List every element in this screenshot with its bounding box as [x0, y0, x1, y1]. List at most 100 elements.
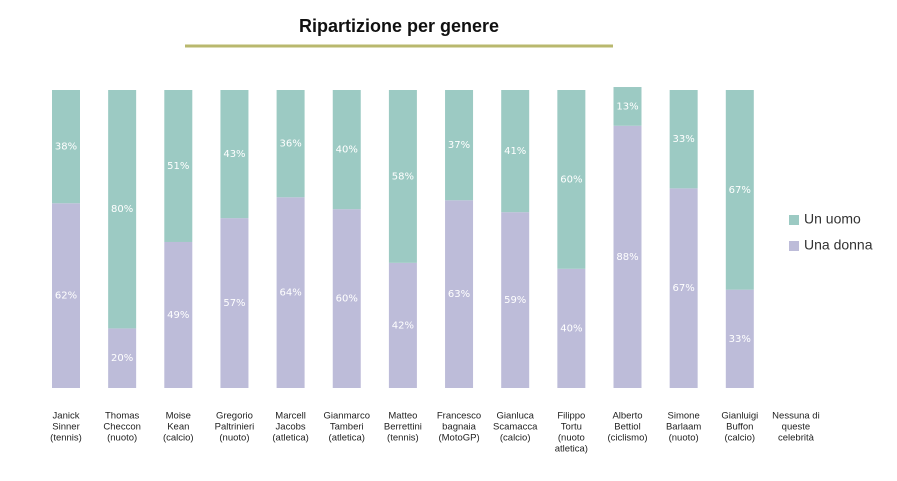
value-label: 36% — [279, 139, 301, 150]
legend-label: Un uomo — [804, 211, 861, 227]
x-tick-label: Francesco — [437, 411, 481, 422]
bar-segment — [276, 90, 305, 198]
x-tick-label: (calcio) — [163, 433, 194, 444]
bar-segment — [613, 125, 642, 388]
value-label: 57% — [223, 298, 245, 309]
x-tick-label: Nessuna di — [772, 411, 820, 422]
bar-segment — [725, 90, 754, 290]
x-tick-label: Buffon — [726, 422, 753, 433]
bar-segment — [332, 209, 361, 388]
value-label: 41% — [504, 146, 526, 157]
x-tick-label: Gregorio — [216, 411, 253, 422]
x-tick-label: Simone — [668, 411, 700, 422]
x-tick-label: Bettiol — [614, 422, 640, 433]
x-tick-label: Barlaam — [666, 422, 701, 433]
x-tick-label: Sinner — [52, 422, 79, 433]
x-tick-label: Tamberi — [330, 422, 364, 433]
legend-swatch — [789, 215, 799, 225]
value-label: 88% — [616, 252, 638, 263]
value-label: 40% — [336, 145, 358, 156]
x-tick-label: Paltrinieri — [215, 422, 255, 433]
bar-segment — [332, 90, 361, 210]
bar-segment — [52, 90, 80, 204]
x-tick-label: Thomas — [105, 411, 140, 422]
x-tick-label: (nuoto) — [219, 433, 249, 444]
value-label: 63% — [448, 289, 470, 300]
bar-segment — [501, 212, 530, 388]
value-label: 42% — [392, 320, 414, 331]
x-tick-label: (nuoto) — [107, 433, 137, 444]
x-tick-label: Gianmarco — [324, 411, 370, 422]
bar-segment — [52, 203, 80, 388]
bar-segment — [220, 90, 249, 219]
x-tick-label: Marcell — [275, 411, 306, 422]
bar-segment — [164, 241, 193, 388]
bar-segment — [108, 90, 137, 329]
value-label: 62% — [55, 291, 77, 302]
value-label: 37% — [448, 140, 470, 151]
x-tick-label: Tortu — [561, 422, 582, 433]
value-label: 40% — [560, 323, 582, 334]
x-tick-label: Alberto — [612, 411, 642, 422]
x-tick-label: Berrettini — [384, 422, 422, 433]
x-tick-label: (atletica) — [272, 433, 308, 444]
x-tick-label: (ciclismo) — [607, 433, 647, 444]
bar-segment — [108, 328, 137, 388]
value-label: 60% — [560, 174, 582, 185]
x-tick-label: Moise — [166, 411, 191, 422]
value-label: 38% — [55, 142, 77, 153]
value-label: 13% — [616, 101, 638, 112]
value-label: 64% — [279, 288, 301, 299]
x-tick-label: Gianluigi — [721, 411, 758, 422]
x-tick-label: celebrità — [778, 433, 815, 444]
value-label: 49% — [167, 310, 189, 321]
bar-segment — [388, 90, 417, 263]
value-label: 80% — [111, 204, 133, 215]
chart-title: Ripartizione per genere — [299, 16, 499, 36]
x-tick-label: Checcon — [103, 422, 141, 433]
x-tick-label: Gianluca — [496, 411, 534, 422]
bar-segment — [220, 218, 249, 388]
bar-segment — [276, 197, 305, 388]
value-label: 43% — [223, 149, 245, 160]
x-tick-label: Scamacca — [493, 422, 538, 433]
value-label: 33% — [729, 334, 751, 345]
bar-segment — [557, 268, 586, 388]
x-tick-label: atletica) — [555, 444, 588, 455]
x-tick-label: Kean — [167, 422, 189, 433]
x-tick-label: (tennis) — [387, 433, 419, 444]
bar-segment — [725, 289, 754, 388]
value-label: 51% — [167, 161, 189, 172]
bar-segment — [445, 200, 474, 388]
bar-segment — [445, 90, 474, 201]
bar-segment — [669, 188, 698, 388]
x-tick-label: Jacobs — [276, 422, 306, 433]
x-tick-label: Janick — [53, 411, 80, 422]
value-label: 67% — [729, 185, 751, 196]
bar-segment — [164, 90, 193, 242]
bar-segment — [388, 262, 417, 388]
value-label: 67% — [673, 283, 695, 294]
value-label: 60% — [336, 294, 358, 305]
x-tick-label: (atletica) — [329, 433, 365, 444]
x-tick-label: (tennis) — [50, 433, 82, 444]
bar-segment — [669, 90, 698, 189]
x-tick-label: Filippo — [557, 411, 585, 422]
x-tick-label: (calcio) — [724, 433, 755, 444]
x-tick-label: (calcio) — [500, 433, 531, 444]
x-tick-label: queste — [782, 422, 811, 433]
value-label: 59% — [504, 295, 526, 306]
bar-segment — [613, 87, 642, 126]
x-tick-label: Matteo — [388, 411, 417, 422]
x-tick-label: (nuoto — [558, 433, 585, 444]
value-label: 33% — [673, 134, 695, 145]
legend-swatch — [789, 241, 799, 251]
legend-label: Una donna — [804, 237, 873, 253]
bar-segment — [501, 90, 530, 213]
bar-segment — [557, 90, 586, 269]
x-tick-label: (MotoGP) — [438, 433, 479, 444]
x-tick-label: (nuoto) — [669, 433, 699, 444]
value-label: 20% — [111, 353, 133, 364]
value-label: 58% — [392, 171, 414, 182]
